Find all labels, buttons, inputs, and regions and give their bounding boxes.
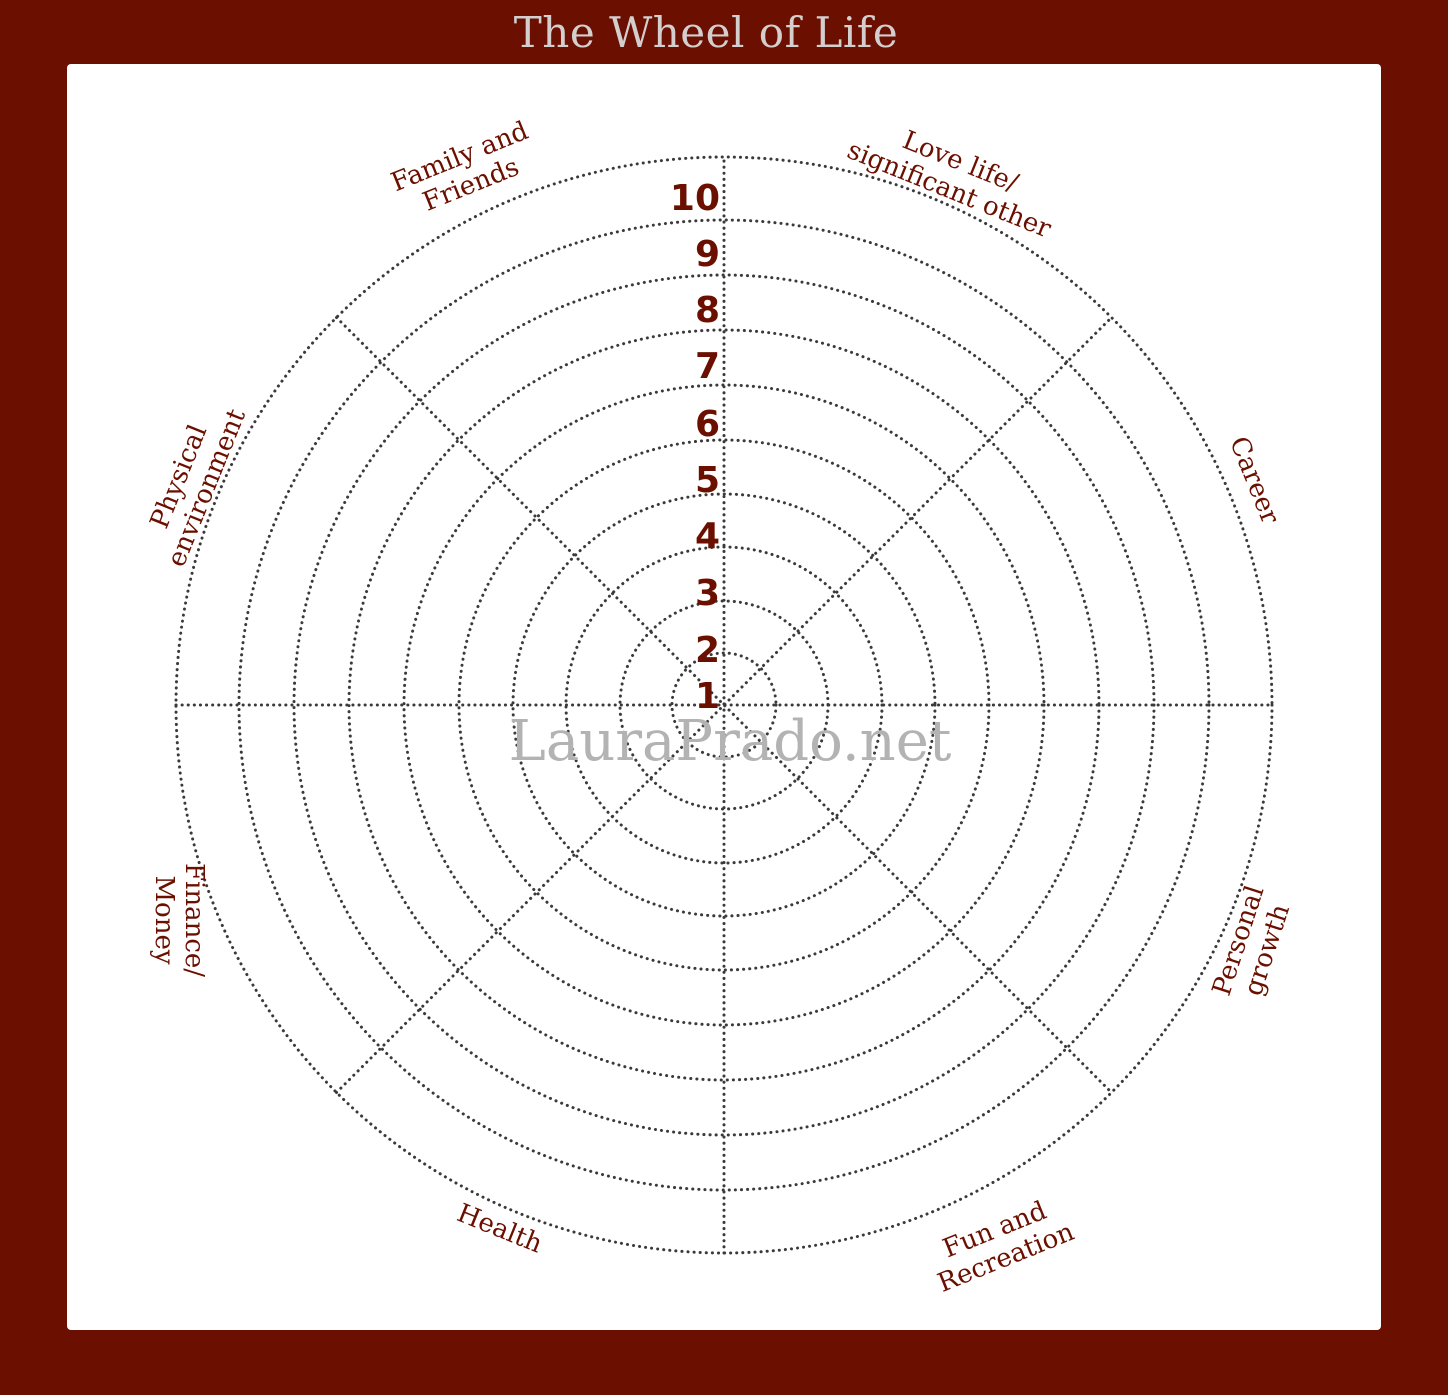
category-label-line: Money bbox=[149, 875, 179, 964]
spoke-4 bbox=[335, 316, 1113, 1094]
scale-label-5: 5 bbox=[695, 460, 720, 501]
category-label-line: Career bbox=[1223, 433, 1285, 529]
scale-label-8: 8 bbox=[695, 290, 720, 331]
category-label-health: Health bbox=[453, 1198, 547, 1259]
scale-labels-group: 1 2 3 4 5 6 7 8 9 10 bbox=[670, 178, 720, 717]
ring-4 bbox=[511, 492, 937, 918]
ring-9 bbox=[237, 218, 1211, 1192]
ring-7 bbox=[347, 328, 1101, 1082]
category-label-family-friends: Family andFriends bbox=[387, 116, 544, 226]
ring-6 bbox=[402, 383, 1046, 1027]
scale-label-7: 7 bbox=[695, 346, 720, 387]
category-label-love-life: Love life/significant other bbox=[843, 107, 1067, 244]
category-label-line: Health bbox=[453, 1198, 547, 1259]
category-label-finance-money: Finance/Money bbox=[149, 863, 209, 977]
scale-label-9: 9 bbox=[695, 234, 720, 275]
page-title: The Wheel of Life bbox=[513, 8, 899, 57]
category-label-physical-environment: Physicalenvironment bbox=[134, 393, 252, 571]
watermark-text: LauraPrado.net bbox=[509, 709, 952, 774]
category-label-line: Finance/ bbox=[179, 863, 209, 977]
scale-label-10: 10 bbox=[670, 178, 720, 219]
scale-label-1: 1 bbox=[695, 676, 720, 717]
category-label-personal-growth: Personalgrowth bbox=[1207, 882, 1299, 1009]
ring-1 bbox=[670, 651, 778, 759]
scale-label-6: 6 bbox=[695, 404, 720, 445]
category-label-fun-recreation: Fun andRecreation bbox=[922, 1189, 1078, 1299]
ring-8 bbox=[292, 273, 1156, 1137]
category-label-career: Career bbox=[1223, 433, 1285, 529]
ring-3 bbox=[564, 545, 884, 865]
scale-label-4: 4 bbox=[695, 516, 720, 557]
ring-5 bbox=[457, 438, 991, 972]
scale-label-2: 2 bbox=[695, 630, 720, 671]
spokes-group bbox=[174, 155, 1274, 1255]
scale-label-3: 3 bbox=[695, 573, 720, 614]
